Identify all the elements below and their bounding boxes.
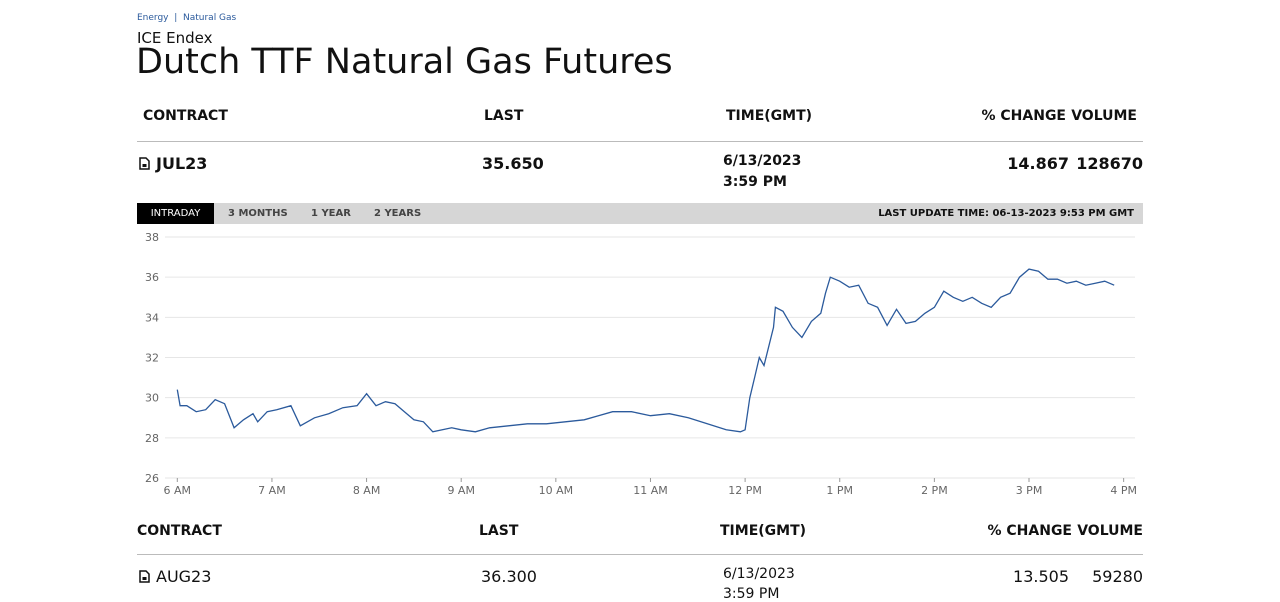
y-tick-label: 34: [145, 311, 159, 324]
page-title: Dutch TTF Natural Gas Futures: [136, 42, 673, 82]
y-tick-label: 38: [145, 231, 159, 244]
col-header: VOLUME: [1077, 523, 1143, 539]
y-tick-label: 36: [145, 271, 159, 284]
contract[interactable]: AUG23: [156, 567, 212, 586]
col-header: CONTRACT: [137, 523, 222, 539]
col-header: % CHANGE: [981, 108, 1067, 124]
pct-change: 14.867: [1007, 154, 1069, 173]
divider: [137, 141, 1143, 142]
x-tick-label: 7 AM: [258, 484, 286, 497]
x-tick-label: 1 PM: [826, 484, 853, 497]
trade-time: 3:59 PM: [723, 586, 780, 602]
tab[interactable]: 3 MONTHS: [228, 208, 288, 219]
x-tick-label: 4 PM: [1110, 484, 1137, 497]
y-tick-label: 30: [145, 392, 159, 405]
x-tick-label: 2 PM: [921, 484, 948, 497]
col-header: TIME(GMT): [720, 523, 807, 539]
tab[interactable]: 1 YEAR: [311, 208, 351, 219]
doc-icon: [139, 570, 150, 583]
x-tick-label: 8 AM: [353, 484, 381, 497]
tab-bar: INTRADAY 3 MONTHS 1 YEAR 2 YEARS LAST UP…: [137, 203, 1143, 224]
y-tick-label: 32: [145, 352, 159, 365]
x-tick-label: 3 PM: [1016, 484, 1043, 497]
breadcrumb-link[interactable]: Energy: [137, 13, 169, 23]
tab[interactable]: 2 YEARS: [374, 208, 422, 219]
exchange: ICE Endex: [137, 29, 213, 47]
doc-icon: [139, 157, 150, 170]
last-price: 36.300: [481, 567, 537, 586]
x-tick-label: 11 AM: [633, 484, 668, 497]
col-header: VOLUME: [1071, 108, 1137, 124]
pct-change: 13.505: [1013, 567, 1069, 586]
trade-time: 3:59 PM: [723, 174, 787, 190]
last-price: 35.650: [482, 154, 544, 173]
tab-active[interactable]: INTRADAY: [137, 203, 214, 224]
contract[interactable]: JUL23: [156, 154, 208, 173]
col-header: CONTRACT: [143, 108, 228, 124]
breadcrumb: Energy | Natural Gas: [137, 13, 237, 23]
x-tick-label: 10 AM: [539, 484, 574, 497]
y-tick-label: 26: [145, 472, 159, 485]
chart: 26 28 30 32 34 36 38 6 AM 7 AM 8 AM 9 AM 10 AM 11 AM…: [145, 231, 1137, 497]
price-line: [176, 268, 1115, 433]
x-tick-label: 12 PM: [728, 484, 762, 497]
divider: [137, 554, 1143, 555]
trade-date: 6/13/2023: [723, 566, 795, 582]
volume: 128670: [1076, 154, 1143, 173]
col-header: TIME(GMT): [726, 108, 813, 124]
trade-date: 6/13/2023: [723, 153, 802, 169]
last-update: LAST UPDATE TIME: 06-13-2023 9:53 PM GMT: [878, 208, 1134, 219]
col-header: LAST: [484, 108, 524, 124]
volume: 59280: [1092, 567, 1143, 586]
breadcrumb-link[interactable]: Natural Gas: [183, 13, 237, 23]
x-tick-label: 9 AM: [447, 484, 475, 497]
col-header: LAST: [479, 523, 519, 539]
x-tick-label: 6 AM: [164, 484, 192, 497]
col-header: % CHANGE: [987, 523, 1073, 539]
y-tick-label: 28: [145, 432, 159, 445]
